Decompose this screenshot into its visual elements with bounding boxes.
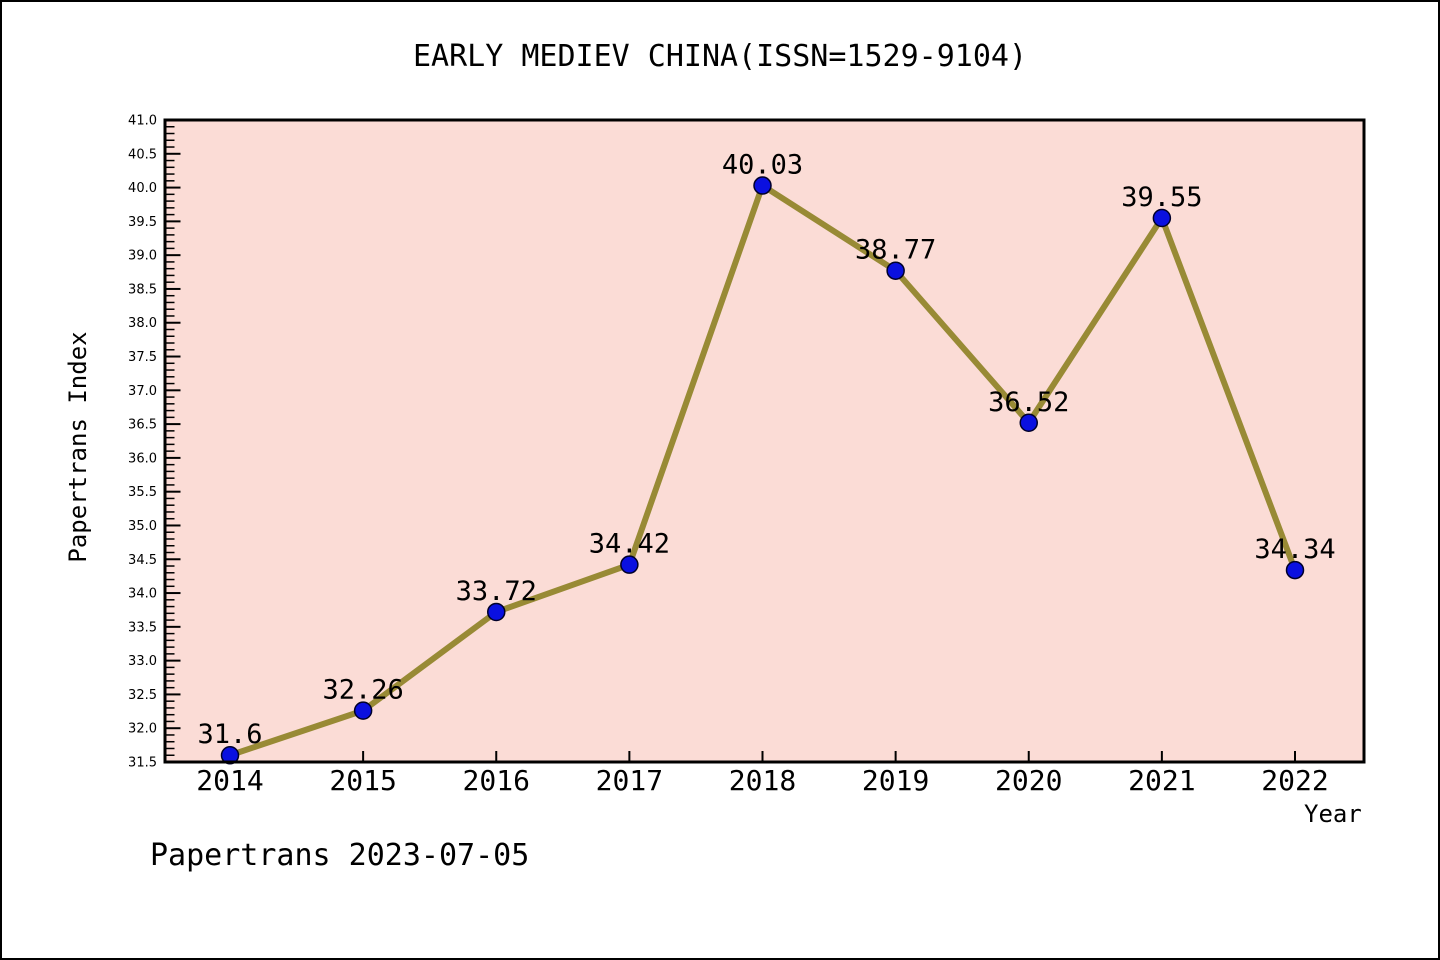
data-points [220,176,1305,765]
y-tick-label: 36.0 [128,451,157,466]
x-tick-label: 2015 [329,764,396,797]
data-point-label: 40.03 [722,150,803,181]
data-point-marker [886,261,905,280]
y-tick-label: 39.5 [128,215,157,230]
data-point-label: 32.26 [322,675,403,706]
y-axis-tick-labels: 31.5 32.0 32.5 33.0 33.5 34.0 34.5 35.0 35.5 36.0… [128,114,157,771]
data-point-label: 39.55 [1121,182,1202,213]
data-point-labels: 31.6 32.26 33.72 34.42 40.03 38.77 36.52 39.55 3… [197,150,1335,751]
data-point-label: 34.42 [589,529,670,560]
plot-border [163,118,1366,764]
y-tick-label: 32.0 [128,722,157,737]
data-point-label: 36.52 [988,387,1069,418]
data-point-marker [353,701,373,720]
x-tick-label: 2016 [463,764,530,797]
y-tick-label: 31.5 [128,756,157,771]
y-tick-label: 35.0 [128,519,157,534]
y-tick-label: 34.0 [128,587,157,602]
x-tick-label: 2021 [1128,764,1195,797]
data-point-marker [1152,208,1172,228]
y-tick-label: 40.5 [128,147,157,162]
y-tick-label: 32.5 [128,688,157,703]
y-tick-label: 33.0 [128,654,157,669]
x-axis-label: Year [1304,800,1362,828]
data-point-marker [1019,413,1038,433]
data-point-marker [487,602,506,622]
plot-area [165,120,1364,762]
x-tick-label: 2019 [862,764,929,797]
y-tick-label: 37.0 [128,384,157,399]
data-point-marker [220,745,240,765]
footer-watermark: Papertrans 2023-07-05 [150,838,530,873]
y-tick-label: 41.0 [128,114,157,129]
x-tick-label: 2018 [729,764,796,797]
y-tick-label: 35.5 [128,485,157,500]
y-tick-label: 36.5 [128,418,157,433]
data-point-marker [620,555,639,574]
y-tick-label: 33.5 [128,620,157,635]
data-point-label: 38.77 [855,235,936,266]
y-tick-label: 38.0 [128,316,157,331]
data-point-label: 33.72 [456,576,537,607]
y-tick-label: 39.0 [128,249,157,264]
y-axis-ticks [166,119,181,763]
data-point-label: 31.6 [197,719,262,750]
data-point-marker [753,176,772,195]
y-tick-label: 40.0 [128,181,157,196]
x-tick-label: 2022 [1261,764,1328,797]
x-tick-label: 2017 [596,764,663,797]
data-point-marker [1285,560,1305,580]
y-tick-label: 34.5 [128,553,157,568]
y-tick-label: 38.5 [128,282,157,297]
x-axis-tick-labels: 2014 2015 2016 2017 2018 2019 2020 2021 2022 [196,764,1328,797]
chart-title: EARLY MEDIEV CHINA(ISSN=1529-9104) [412,39,1028,74]
x-tick-label: 2014 [196,764,263,797]
x-tick-label: 2020 [995,764,1062,797]
data-point-label: 34.34 [1254,534,1335,565]
y-tick-label: 37.5 [128,350,157,365]
